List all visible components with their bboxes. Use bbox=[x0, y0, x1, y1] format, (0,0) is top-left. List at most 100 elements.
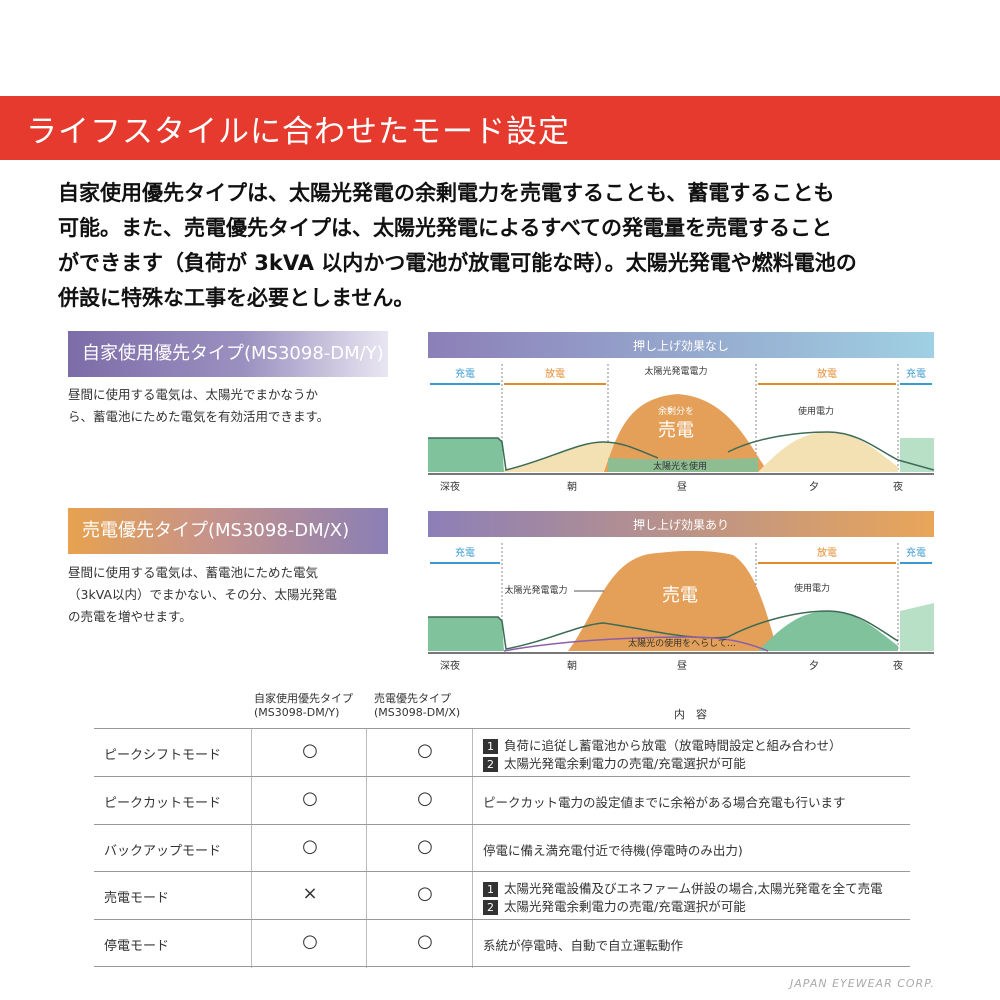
time-tick: 朝 bbox=[567, 481, 577, 493]
type-x-mark: ○ bbox=[417, 931, 433, 952]
reduce-label: 太陽光の使用をへらして… bbox=[628, 637, 736, 649]
sell-label: 売電 bbox=[662, 585, 698, 606]
surplus-label: 余剰分を bbox=[658, 405, 694, 417]
boost-line bbox=[503, 636, 769, 652]
column-divider bbox=[472, 728, 473, 968]
phase-label: 放電 bbox=[817, 367, 837, 380]
phase-label: 放電 bbox=[545, 367, 565, 380]
type-y-mark: ○ bbox=[302, 836, 318, 857]
content-item: 1 負荷に追従し蓄電池から放電（放電時間設定と組み合わせ） bbox=[483, 735, 842, 754]
item-number: 1 bbox=[483, 882, 498, 897]
item-text: 負荷に追従し蓄電池から放電（放電時間設定と組み合わせ） bbox=[504, 738, 842, 753]
item-text: 太陽光発電余剰電力の売電/充電選択が可能 bbox=[504, 899, 746, 914]
content-item: 2 太陽光発電余剰電力の売電/充電選択が可能 bbox=[483, 896, 746, 915]
usage-label: 使用電力 bbox=[798, 405, 834, 417]
table-row: ピークシフトモード ○ ○ 1 負荷に追従し蓄電池から放電（放電時間設定と組み合わ… bbox=[94, 728, 910, 776]
item-number: 1 bbox=[483, 739, 498, 754]
diagram-with-boost: 押し上げ効果あり 充電 放電 充電 太陽光発電電力 売電 使用電力 太陽光の使用… bbox=[428, 511, 934, 676]
mode-name: 停電モード bbox=[104, 939, 170, 954]
time-tick: 昼 bbox=[677, 660, 687, 672]
content-item: 2 太陽光発電余剰電力の売電/充電選択が可能 bbox=[483, 753, 746, 772]
desc-line: 昼間に使用する電気は、太陽光でまかなうか bbox=[68, 387, 319, 402]
diagram-header: 押し上げ効果なし bbox=[633, 338, 729, 353]
diagram-no-boost-svg: 押し上げ効果なし 充電 放電 放電 充電 太陽光発電電力 余剰分を 売電 使用電… bbox=[428, 332, 934, 493]
solar-label: 太陽光発電電力 bbox=[504, 584, 567, 596]
header-type-y: 自家使用優先タイプ (MS3098-DM/Y) bbox=[254, 692, 374, 720]
desc-line: （3kVA以内）でまかない、その分、太陽光発電 bbox=[68, 587, 337, 602]
intro-line: 併設に特殊な工事を必要としません。 bbox=[58, 286, 415, 310]
column-divider bbox=[251, 728, 252, 968]
use-solar-label: 太陽光を使用 bbox=[653, 460, 707, 472]
table-row: バックアップモード ○ ○ 停電に備え満充電付近で待機(停電時のみ出力) bbox=[94, 824, 910, 871]
phase-label: 充電 bbox=[455, 546, 475, 559]
intro-line: 可能。また、売電優先タイプは、太陽光発電によるすべての発電量を売電すること bbox=[58, 216, 833, 240]
solar-label: 太陽光発電電力 bbox=[644, 365, 707, 377]
time-axis bbox=[428, 473, 934, 475]
content-item: 1 太陽光発電設備及びエネファーム併設の場合,太陽光発電を全て売電 bbox=[483, 878, 883, 897]
header-line: (MS3098-DM/Y) bbox=[254, 706, 340, 719]
item-number: 2 bbox=[483, 900, 498, 915]
diagram-with-boost-svg: 押し上げ効果あり 充電 放電 充電 太陽光発電電力 売電 使用電力 太陽光の使用… bbox=[428, 511, 934, 672]
type-label-sell-priority: 売電優先タイプ(MS3098-DM/X) bbox=[68, 508, 388, 554]
header-line: (MS3098-DM/X) bbox=[374, 706, 461, 719]
type-x-mark: ○ bbox=[417, 883, 433, 904]
charge-area bbox=[428, 438, 504, 472]
page-title: ライフスタイルに合わせたモード設定 bbox=[26, 114, 570, 150]
title-banner: ライフスタイルに合わせたモード設定 bbox=[0, 96, 1000, 160]
content-item: 停電に備え満充電付近で待機(停電時のみ出力) bbox=[483, 843, 743, 858]
type-x-mark: ○ bbox=[417, 788, 433, 809]
mode-table: 自家使用優先タイプ (MS3098-DM/Y) 売電優先タイプ (MS3098-… bbox=[94, 690, 910, 968]
table-row: 売電モード × ○ 1 太陽光発電設備及びエネファーム併設の場合,太陽光発電を全て… bbox=[94, 871, 910, 919]
mode-name: バックアップモード bbox=[104, 844, 222, 859]
type-y-mark: × bbox=[302, 883, 318, 904]
type-desc-sell-priority: 昼間に使用する電気は、蓄電池にためた電気 （3kVA以内）でまかない、その分、太… bbox=[68, 562, 398, 628]
intro-line: 自家使用優先タイプは、太陽光発電の余剰電力を売電することも、蓄電することも bbox=[58, 181, 835, 205]
intro-paragraph: 自家使用優先タイプは、太陽光発電の余剰電力を売電することも、蓄電することも 可能… bbox=[58, 176, 958, 316]
time-tick: 昼 bbox=[677, 481, 687, 493]
solar-use-area bbox=[608, 458, 758, 472]
table-row: 停電モード ○ ○ 系統が停電時、自動で自立運転動作 bbox=[94, 919, 910, 967]
diagram-header-bar bbox=[428, 332, 934, 358]
table-row: ピークカットモード ○ ○ ピークカット電力の設定値までに余裕がある場合充電も行… bbox=[94, 776, 910, 824]
diagram-header-bar bbox=[428, 511, 934, 537]
night-charge-area bbox=[900, 603, 934, 651]
time-tick: 夜 bbox=[893, 659, 903, 672]
type-y-mark: ○ bbox=[302, 740, 318, 761]
diagram-no-boost: 押し上げ効果なし 充電 放電 放電 充電 太陽光発電電力 余剰分を 売電 使用電… bbox=[428, 332, 934, 497]
time-tick: 夕 bbox=[809, 660, 819, 672]
time-tick: 夕 bbox=[809, 481, 819, 493]
header-line: 自家使用優先タイプ bbox=[254, 692, 353, 705]
time-tick: 深夜 bbox=[440, 659, 460, 672]
charge-area bbox=[428, 617, 504, 651]
header-line: 売電優先タイプ bbox=[374, 692, 451, 705]
item-text: 太陽光発電余剰電力の売電/充電選択が可能 bbox=[504, 756, 746, 771]
type-y-mark: ○ bbox=[302, 788, 318, 809]
watermark: JAPAN EYEWEAR CORP. bbox=[790, 977, 935, 990]
sell-label: 売電 bbox=[658, 420, 694, 441]
evening-usage-area bbox=[758, 432, 898, 472]
night-charge-area bbox=[900, 438, 934, 472]
type-desc-self-use: 昼間に使用する電気は、太陽光でまかなうか ら、蓄電池にためた電気を有効活用できま… bbox=[68, 384, 398, 428]
type-label-self-use: 自家使用優先タイプ(MS3098-DM/Y) bbox=[68, 331, 388, 377]
usage-line bbox=[428, 431, 934, 471]
phase-label: 放電 bbox=[817, 546, 837, 559]
type-y-mark: ○ bbox=[302, 931, 318, 952]
column-divider bbox=[366, 728, 367, 968]
item-text: 太陽光発電設備及びエネファーム併設の場合,太陽光発電を全て売電 bbox=[504, 881, 883, 896]
type-x-mark: ○ bbox=[417, 740, 433, 761]
mode-name: ピークシフトモード bbox=[104, 748, 222, 763]
desc-line: 昼間に使用する電気は、蓄電池にためた電気 bbox=[68, 565, 319, 580]
time-tick: 夜 bbox=[893, 480, 903, 493]
phase-label: 充電 bbox=[906, 367, 926, 380]
mode-name: ピークカットモード bbox=[104, 796, 222, 811]
type-x-mark: ○ bbox=[417, 836, 433, 857]
usage-label: 使用電力 bbox=[794, 582, 830, 594]
time-tick: 深夜 bbox=[440, 480, 460, 493]
intro-line: ができます（負荷が 3kVA 以内かつ電池が放電可能な時）。太陽光発電や燃料電池… bbox=[58, 251, 857, 275]
content-item: ピークカット電力の設定値までに余裕がある場合充電も行います bbox=[483, 795, 846, 810]
evening-usage-area bbox=[758, 611, 898, 651]
content-item: 系統が停電時、自動で自立運転動作 bbox=[483, 938, 684, 953]
desc-line: ら、蓄電池にためた電気を有効活用できます。 bbox=[68, 409, 330, 424]
header-type-x: 売電優先タイプ (MS3098-DM/X) bbox=[374, 692, 484, 720]
diagram-header: 押し上げ効果あり bbox=[633, 517, 729, 532]
